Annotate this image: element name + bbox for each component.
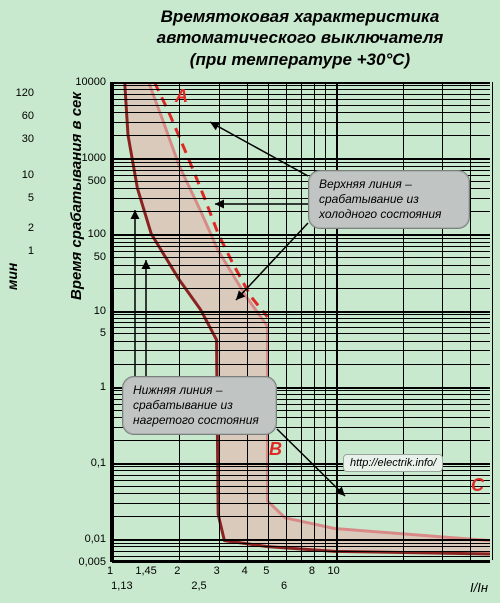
x-tick-label: 4: [242, 565, 248, 577]
x-tick-label: 1,13: [111, 580, 132, 592]
y-tick-label: 50: [94, 251, 106, 263]
callout-line: нагретого состояния: [133, 413, 259, 427]
callout-line: холодного состояния: [319, 207, 441, 221]
title-line-3: (при температуре +30°C): [190, 50, 410, 69]
y-tick-label: 1: [100, 381, 106, 393]
marker-a: A: [175, 86, 188, 107]
y-tick-min-label: 60: [22, 110, 34, 122]
y-tick-min-label: 2: [28, 222, 34, 234]
plot-area: [110, 82, 490, 562]
y-tick-label: 0,01: [85, 533, 106, 545]
y-tick-label: 500: [88, 175, 106, 187]
x-tick-label: 6: [281, 580, 287, 592]
minutes-axis-label: мин: [4, 263, 20, 290]
y-tick-min-label: 5: [28, 192, 34, 204]
y-tick-label: 0,1: [91, 457, 106, 469]
chart-title: Времятоковая характеристика автоматическ…: [120, 6, 480, 70]
dashed-curve: [154, 82, 267, 317]
x-tick-label: 8: [309, 565, 315, 577]
y-tick-label: 1000: [82, 152, 106, 164]
x-tick-label: 1: [107, 565, 113, 577]
x-tick-label: 1,45: [135, 565, 156, 577]
x-tick-label: 5: [263, 565, 269, 577]
marker-b: B: [269, 439, 282, 460]
x-tick-label: 2,5: [191, 580, 206, 592]
callout-line: срабатывание из: [133, 398, 233, 412]
x-tick-label: 3: [214, 565, 220, 577]
y-tick-min-label: 30: [22, 133, 34, 145]
url-text: http://electrik.info/: [350, 457, 436, 469]
y-tick-label: 0,005: [78, 556, 106, 568]
url-box: http://electrik.info/: [343, 454, 443, 472]
upper-line-callout: Верхняя линия –срабатывание изхолодного …: [308, 170, 470, 229]
x-axis-label: I/Iн: [470, 580, 488, 595]
y-tick-min-label: 1: [28, 245, 34, 257]
marker-c: C: [471, 475, 484, 496]
title-line-1: Времятоковая характеристика: [161, 7, 440, 26]
y-axis-label: Время срабатывания в сек: [68, 92, 85, 300]
y-tick-label: 10: [94, 305, 106, 317]
y-tick-label: 100: [88, 228, 106, 240]
callout-line: Нижняя линия –: [133, 383, 223, 397]
y-tick-min-label: 10: [22, 169, 34, 181]
title-line-2: автоматического выключателя: [157, 28, 444, 47]
x-tick-label: 2: [174, 565, 180, 577]
callout-line: Верхняя линия –: [319, 177, 412, 191]
callout-line: срабатывание из: [319, 192, 419, 206]
y-tick-label: 10000: [75, 76, 106, 88]
x-tick-label: 10: [328, 565, 340, 577]
chart-container: Времятоковая характеристика автоматическ…: [0, 0, 500, 603]
lower-line-callout: Нижняя линия –срабатывание изнагретого с…: [122, 376, 277, 435]
y-tick-label: 5: [100, 327, 106, 339]
y-tick-min-label: 120: [16, 87, 34, 99]
